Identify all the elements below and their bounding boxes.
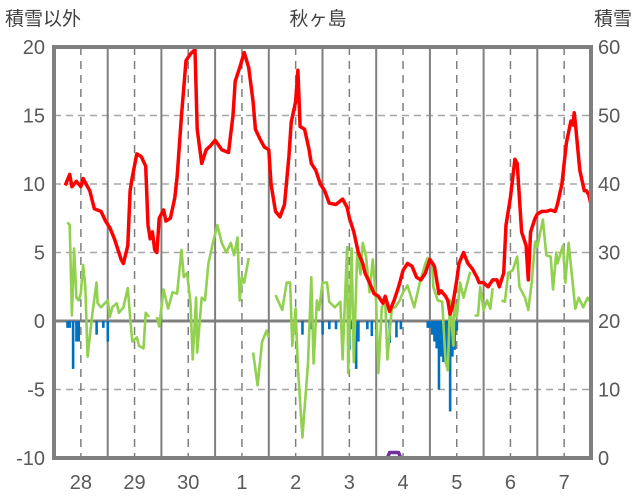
x-tick-label: 3 [344,472,355,494]
blue-bar [71,321,75,369]
blue-bar [448,321,452,412]
green-line-segment [501,218,593,312]
green-line-segment [274,241,472,439]
blue-bar [439,321,443,357]
blue-bar [66,321,69,328]
left-tick-label: -5 [27,380,45,402]
blue-bar [75,321,78,342]
blue-bar [321,321,324,335]
x-tick-label: 29 [123,472,145,494]
blue-bar [370,321,374,337]
right-tick-label: 10 [598,380,620,402]
grid [54,47,591,458]
blue-bar [357,321,360,342]
blue-bar [328,321,331,330]
green-line-segment [66,221,151,358]
x-tick-label: 30 [177,472,199,494]
blue-bar [334,321,338,330]
blue-bars [66,321,459,412]
blue-bar [95,321,98,335]
blue-bar [106,321,110,342]
blue-bar [426,321,430,328]
left-tick-label: 10 [23,174,45,196]
left-tick-label: 5 [34,243,45,265]
blue-bar [455,321,459,331]
left-tick-label: 15 [23,106,45,128]
left-axis-title: 積雪以外 [5,8,81,30]
right-tick-label: 60 [598,37,620,59]
right-tick-label: 20 [598,311,620,333]
x-tick-label: 2 [290,472,301,494]
series-lines [63,47,593,460]
right-tick-label: 0 [598,448,609,470]
x-tick-label: 7 [559,472,570,494]
blue-bar [350,321,353,330]
blue-bar [428,321,432,328]
left-tick-label: 0 [34,311,45,333]
left-tick-label: -10 [16,448,45,470]
blue-bar [77,321,81,342]
green-line-segment [251,329,271,387]
x-tick-label: 28 [70,472,92,494]
chart-title: 秋ヶ島 [289,8,346,30]
red-line [63,47,593,316]
x-tick-label: 5 [451,472,462,494]
blue-bar [437,321,441,390]
plot-frame [52,45,593,460]
blue-bar [430,321,434,335]
green-line-segment [155,223,250,361]
green-line-segment [474,285,494,317]
right-tick-label: 50 [598,106,620,128]
blue-bar [366,321,369,330]
blue-bar [435,321,439,349]
blue-bar [301,321,304,335]
right-axis-title: 積雪 [594,8,632,30]
blue-bar [102,321,105,328]
blue-bar [354,321,358,369]
blue-bar [399,321,403,330]
x-tick-label: 1 [236,472,247,494]
x-tick-label: 4 [397,472,408,494]
blue-bar [395,321,398,338]
blue-bar [433,321,436,342]
right-tick-label: 30 [598,243,620,265]
blue-bar [68,321,72,328]
left-tick-label: 20 [23,37,45,59]
right-tick-label: 40 [598,174,620,196]
x-tick-label: 6 [505,472,516,494]
